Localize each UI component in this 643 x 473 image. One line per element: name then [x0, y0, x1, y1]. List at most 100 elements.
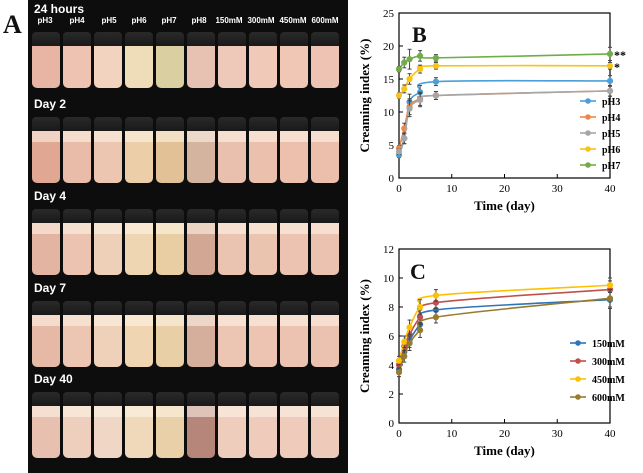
- legend-label: pH7: [602, 161, 620, 172]
- series-line-pH5: [398, 90, 611, 152]
- vial: [32, 117, 60, 183]
- vial: [94, 209, 122, 275]
- y-tick-label: 12: [383, 244, 394, 256]
- legend-swatch-marker: [585, 98, 591, 104]
- data-point-pH7: [432, 54, 440, 61]
- y-tick-label: 0: [389, 173, 395, 185]
- vial: [280, 32, 308, 88]
- x-tick-label: 40: [605, 428, 617, 440]
- data-point-pH7: [395, 66, 403, 73]
- panel-letter: C: [410, 259, 426, 284]
- data-point-pH3: [606, 77, 614, 85]
- data-point-pH5: [406, 105, 413, 112]
- panel-letter: B: [412, 22, 427, 47]
- vial: [249, 209, 277, 275]
- y-tick-label: 8: [389, 302, 395, 314]
- data-point-600mM: [417, 327, 424, 334]
- vial: [249, 301, 277, 367]
- vial: [249, 117, 277, 183]
- data-point-450mM: [432, 292, 440, 299]
- vial-label: 600mM: [311, 16, 339, 25]
- legend-swatch-marker: [575, 358, 581, 364]
- data-point-450mM: [417, 303, 424, 311]
- vial: [156, 392, 184, 458]
- vial: [63, 32, 91, 88]
- strip-title: Day 2: [34, 97, 67, 111]
- vial: [94, 301, 122, 367]
- vial-strip: Day 7: [28, 279, 348, 370]
- vial: [187, 32, 215, 88]
- chart-b-creaming-ph: 0 10 20 30 40 0 5 10 15 20 25 Time (day) Creaming in…: [357, 8, 626, 213]
- x-tick-label: 10: [446, 428, 458, 440]
- vial-strip: 24 hours pH3 pH4 pH5 pH6 pH7 pH8 150mM 300mM 450m…: [28, 0, 348, 91]
- vial: [94, 392, 122, 458]
- data-point-pH6: [401, 85, 408, 93]
- vial: [311, 32, 339, 88]
- y-tick-label: 0: [389, 418, 395, 430]
- legend-label: 300mM: [592, 357, 625, 368]
- legend-swatch-marker: [585, 162, 591, 168]
- legend-label: 600mM: [592, 393, 625, 404]
- vial-label: pH5: [101, 16, 117, 25]
- vial: [311, 392, 339, 458]
- data-point-600mM: [432, 314, 440, 321]
- vial: [156, 117, 184, 183]
- data-point-pH7: [417, 52, 424, 60]
- y-tick-label: 2: [389, 389, 395, 401]
- y-tick-label: 6: [389, 331, 395, 343]
- y-tick-label: 5: [389, 140, 395, 152]
- vial: [63, 301, 91, 367]
- vial: [187, 117, 215, 183]
- chart-c-creaming-salt: 0 10 20 30 40 0 2 4 6 8 10 12 Time (day) Creaming ind…: [357, 244, 625, 458]
- vial: [249, 32, 277, 88]
- vial: [187, 392, 215, 458]
- y-tick-label: 25: [383, 8, 395, 20]
- vial: [63, 392, 91, 458]
- significance-marker: *: [614, 60, 620, 74]
- vial-label: 150mM: [215, 16, 243, 25]
- data-point-pH5: [606, 87, 614, 94]
- data-point-pH5: [395, 148, 403, 155]
- data-point-pH6: [406, 75, 413, 83]
- x-tick-label: 20: [499, 183, 511, 195]
- vial: [32, 209, 60, 275]
- data-point-450mM: [606, 282, 614, 289]
- vial: [280, 301, 308, 367]
- vial: [311, 209, 339, 275]
- data-point-300mM: [417, 314, 424, 321]
- x-axis-label: Time (day): [474, 198, 535, 213]
- legend-label: 150mM: [592, 339, 625, 350]
- x-tick-label: 0: [396, 183, 402, 195]
- data-point-450mM: [395, 357, 403, 364]
- x-tick-label: 30: [552, 428, 564, 440]
- vial-label: pH6: [131, 16, 147, 25]
- legend-label: 450mM: [592, 375, 625, 386]
- x-axis-label: Time (day): [474, 443, 535, 458]
- legend-swatch-marker: [575, 376, 581, 382]
- legend-label: pH6: [602, 145, 620, 156]
- legend-swatch-marker: [585, 130, 591, 136]
- vial: [156, 32, 184, 88]
- legend-label: pH3: [602, 97, 620, 108]
- data-point-pH5: [432, 92, 440, 99]
- data-point-pH7: [606, 50, 614, 58]
- data-point-pH6: [606, 62, 614, 69]
- vial: [156, 301, 184, 367]
- data-point-pH5: [417, 97, 424, 104]
- data-point-450mM: [406, 324, 413, 331]
- vial-label: 450mM: [279, 16, 307, 25]
- data-point-pH6: [432, 62, 440, 69]
- data-point-600mM: [606, 295, 614, 302]
- strip-title: Day 4: [34, 189, 67, 203]
- vial: [280, 392, 308, 458]
- x-tick-label: 0: [396, 428, 402, 440]
- vial: [125, 301, 153, 367]
- vial-labels: pH3 pH4 pH5 pH6 pH7 pH8 150mM 300mM 450mM 600mM: [28, 16, 348, 28]
- vial: [94, 117, 122, 183]
- vial-strip: Day 2: [28, 95, 348, 186]
- vial: [218, 301, 246, 367]
- vial-strip: Day 4: [28, 187, 348, 278]
- data-point-450mM: [401, 338, 408, 345]
- y-tick-label: 15: [383, 74, 395, 86]
- y-axis-label: Creaming index (%): [357, 279, 372, 393]
